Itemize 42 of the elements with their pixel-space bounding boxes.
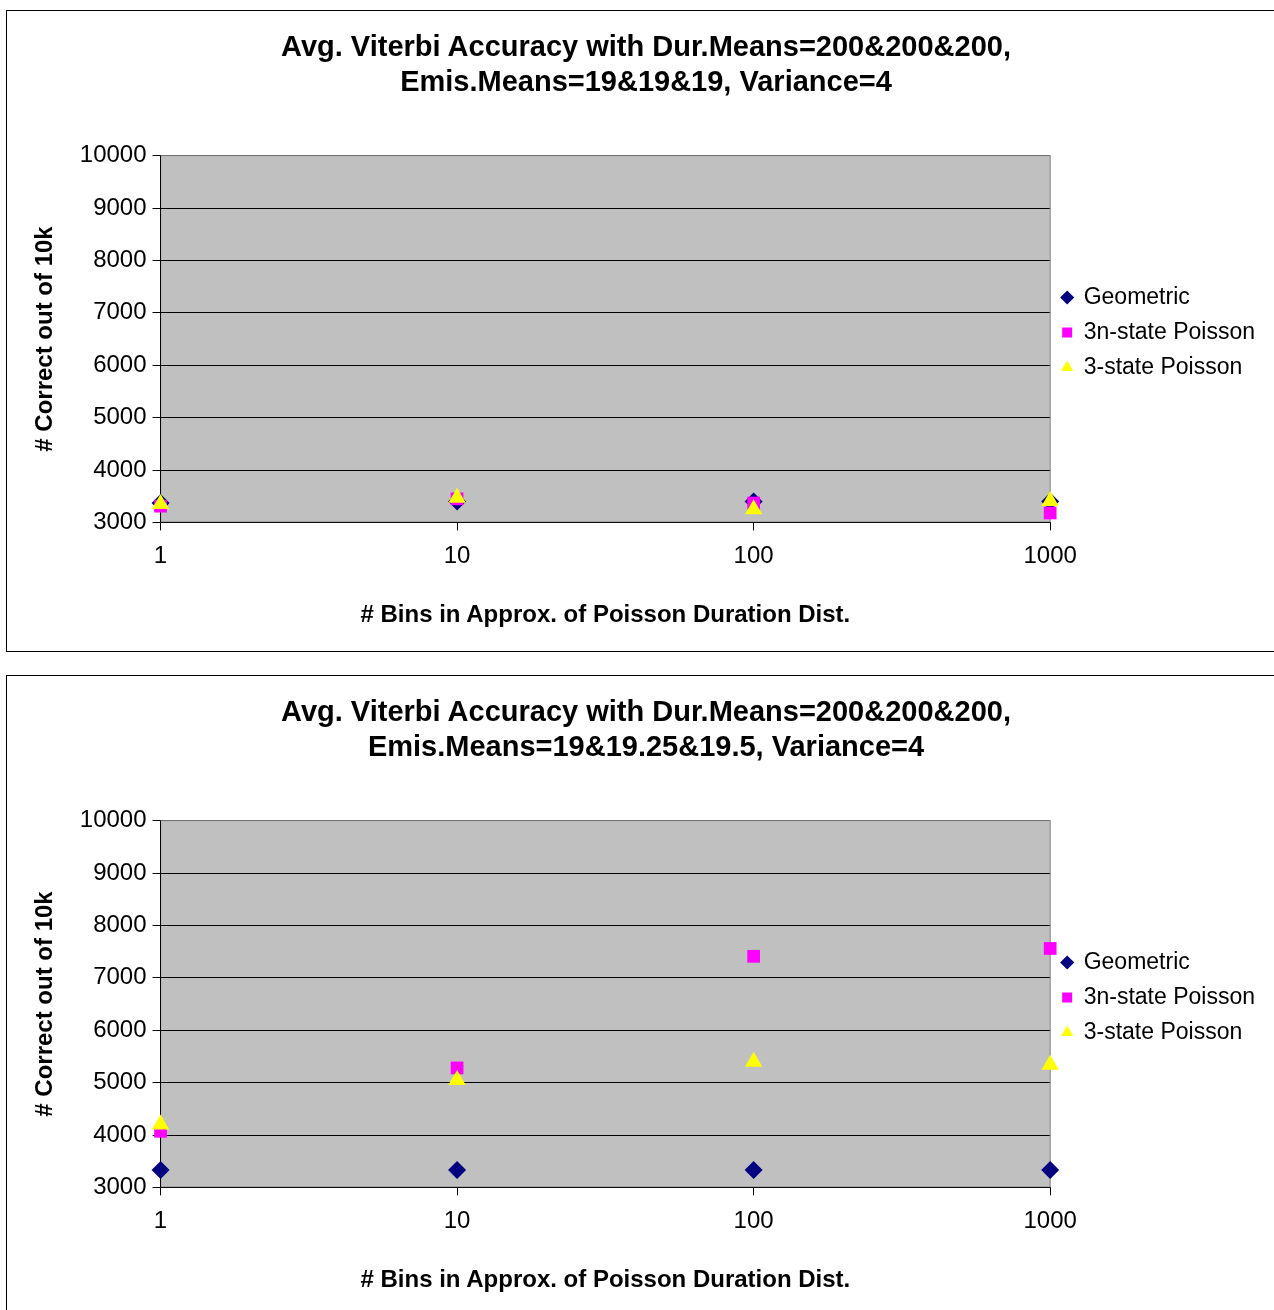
- y-tick-label: 4000: [93, 454, 147, 482]
- point: [747, 949, 760, 963]
- x-tick-label: 1000: [1023, 1206, 1077, 1234]
- legend-label: Geometric: [1083, 282, 1190, 309]
- legend-label: 3-state Poisson: [1083, 352, 1243, 379]
- point: [151, 1161, 170, 1180]
- x-tick-label: 100: [733, 541, 774, 569]
- point: [448, 1161, 467, 1180]
- y-tick-label: 3000: [93, 507, 147, 535]
- y-axis-title: # Correct out of 10k: [30, 225, 58, 452]
- y-tick-label: 9000: [93, 857, 147, 885]
- y-tick-label: 3000: [93, 1172, 147, 1200]
- point: [744, 1161, 763, 1180]
- legend-label: Geometric: [1083, 947, 1190, 974]
- x-axis-title: # Bins in Approx. of Poisson Duration Dist.: [360, 1265, 851, 1293]
- legend-label: 3n-state Poisson: [1083, 317, 1256, 344]
- legend-label: 3n-state Poisson: [1083, 982, 1256, 1009]
- y-tick-label: 10000: [79, 805, 147, 833]
- y-tick-label: 6000: [93, 1014, 147, 1042]
- y-tick-label: 4000: [93, 1119, 147, 1147]
- legend-label: 3-state Poisson: [1083, 1017, 1243, 1044]
- y-tick-label: 9000: [93, 192, 147, 220]
- chart-title: Avg. Viterbi Accuracy with Dur.Means=200&200&200, Emis.Means=19&19&19, Variance=4: [281, 30, 1011, 98]
- x-tick-label: 1000: [1023, 541, 1077, 569]
- x-tick-label: 10: [443, 541, 471, 569]
- y-tick-label: 7000: [93, 962, 147, 990]
- y-tick-label: 8000: [93, 245, 147, 273]
- y-tick-label: 5000: [93, 402, 147, 430]
- x-tick-label: 1: [153, 1206, 168, 1234]
- y-tick-label: 5000: [93, 1067, 147, 1095]
- chart-title: Avg. Viterbi Accuracy with Dur.Means=200&200&200, Emis.Means=19&19.25&19.5, Variance=4: [281, 695, 1011, 763]
- y-tick-label: 6000: [93, 349, 147, 377]
- x-tick-label: 10: [443, 1206, 471, 1234]
- point: [1043, 942, 1057, 955]
- x-tick-label: 100: [733, 1206, 774, 1234]
- y-axis-title: # Correct out of 10k: [30, 890, 58, 1117]
- x-axis-title: # Bins in Approx. of Poisson Duration Dist.: [360, 600, 851, 628]
- y-tick-label: 7000: [93, 297, 147, 325]
- y-tick-label: 10000: [79, 140, 147, 168]
- y-tick-label: 8000: [93, 910, 147, 938]
- x-tick-label: 1: [153, 541, 168, 569]
- point: [1041, 1161, 1060, 1180]
